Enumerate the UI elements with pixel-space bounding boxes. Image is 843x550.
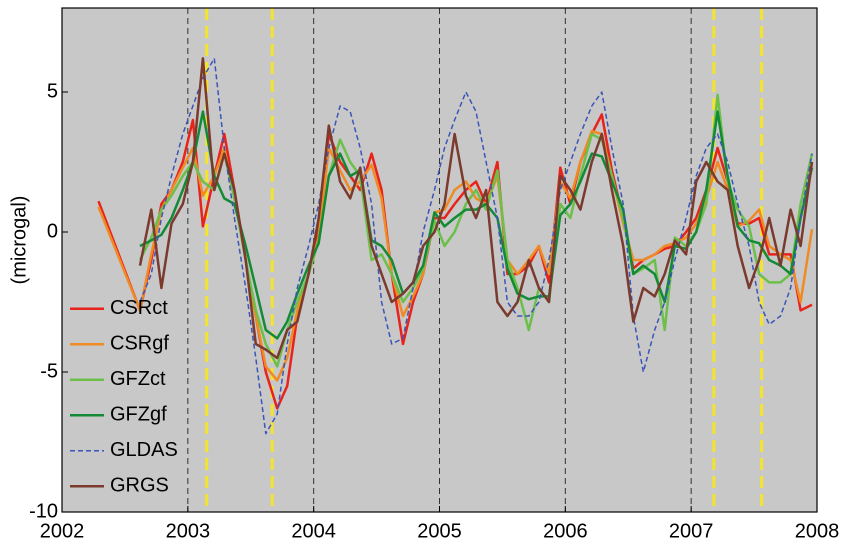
legend-label: GFZgf	[110, 404, 167, 426]
legend-label: GRGS	[110, 475, 169, 497]
x-tick-label: 2006	[543, 520, 588, 542]
x-tick-label: 2002	[40, 520, 85, 542]
y-tick-label: 0	[47, 220, 58, 242]
y-axis-label: (microgal)	[8, 196, 30, 285]
legend-label: GFZct	[110, 368, 166, 390]
legend-label: CSRgf	[110, 333, 169, 355]
y-tick-label: 5	[47, 80, 58, 102]
x-tick-label: 2003	[166, 520, 211, 542]
series-line	[139, 110, 814, 340]
series-line	[138, 57, 814, 360]
plot-frame	[61, 7, 818, 513]
x-tick-label: 2008	[795, 520, 840, 542]
y-tick-label: -5	[40, 360, 58, 382]
x-tick-label: 2004	[291, 520, 336, 542]
x-tick-label: 2007	[669, 520, 714, 542]
y-tick-label: -10	[29, 500, 58, 522]
series-line	[139, 57, 813, 435]
x-tick-label: 2005	[417, 520, 462, 542]
legend-label: GLDAS	[110, 439, 178, 461]
legend-label: CSRct	[110, 297, 168, 319]
